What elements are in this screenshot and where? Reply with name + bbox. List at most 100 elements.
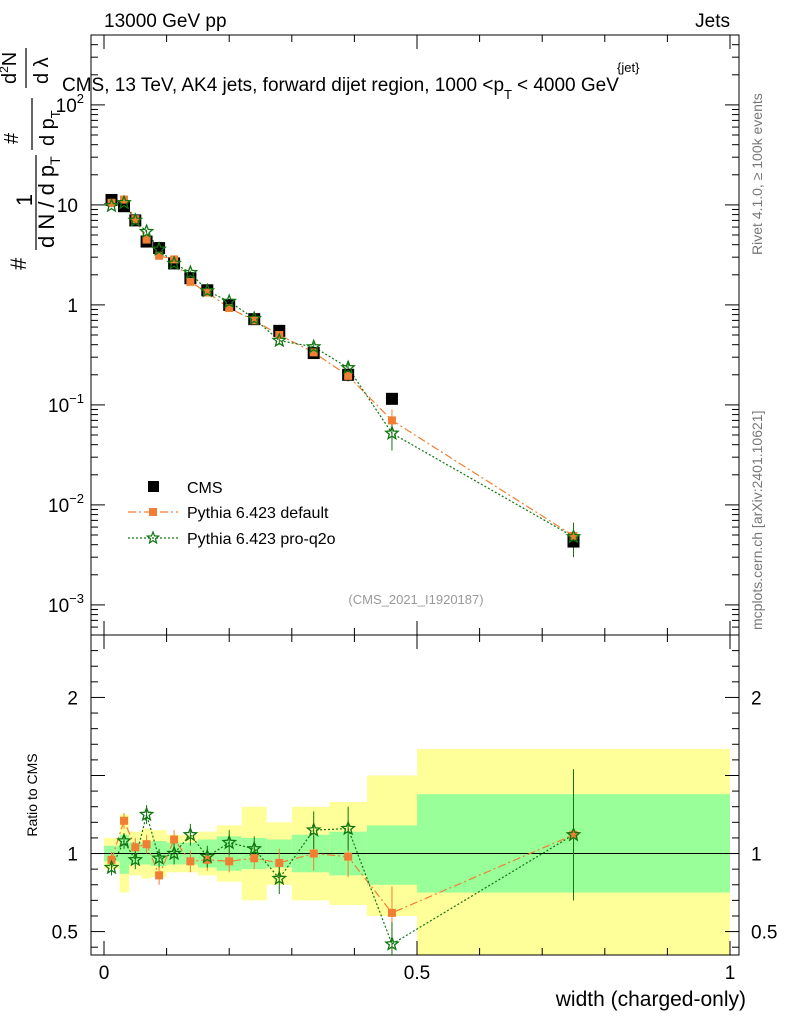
- default-ratio-point: [186, 857, 195, 866]
- proq2o-ratio-point: [565, 826, 582, 842]
- default-ratio-point: [250, 854, 259, 863]
- default-ratio-point: [131, 843, 140, 852]
- ratio-y-tick-label-left: 1: [67, 845, 78, 866]
- default-point: [225, 304, 234, 313]
- ratio-y-label: Ratio to CMS: [24, 753, 40, 836]
- default-ratio-point: [142, 840, 151, 849]
- proq2o-ratio-point: [127, 851, 144, 867]
- proq2o-ratio-point: [271, 870, 288, 886]
- ylabel-hash: #: [6, 257, 31, 270]
- default-ratio-point: [120, 816, 129, 825]
- ylabel-mid-num: d pT: [37, 110, 63, 146]
- ratio-y-tick-label-left: 0.5: [52, 923, 78, 944]
- proq2o-ratio-point: [199, 848, 216, 864]
- proq2o-point: [127, 212, 144, 228]
- proq2o-point: [103, 197, 120, 213]
- legend-label-proq2o: Pythia 6.423 pro-q2o: [187, 531, 336, 548]
- cms-point: [385, 392, 398, 405]
- ylabel-rhs-bottom: d λ: [31, 57, 53, 84]
- y-tick-label: 1: [67, 296, 78, 317]
- y-tick-label: 10−3: [48, 591, 84, 617]
- default-point: [203, 288, 212, 297]
- ylabel-rhs-top: d2N: [0, 52, 21, 84]
- analysis-tag: (CMS_2021_I1920187): [348, 592, 483, 607]
- ratio-y-tick-label-left: 2: [67, 688, 78, 709]
- legend-label-cms: CMS: [187, 480, 223, 497]
- proq2o-ratio-point: [116, 832, 132, 848]
- default-point: [155, 251, 164, 260]
- proq2o-ratio-point: [305, 821, 322, 837]
- ratio-uncertainty-bands: [104, 748, 730, 955]
- proq2o-ratio-point: [151, 849, 168, 865]
- proq2o-ratio-point: [138, 806, 155, 822]
- proq2o-point: [271, 332, 288, 348]
- y-tick-label: 102: [56, 91, 84, 117]
- legend: CMS Pythia 6.423 default Pythia 6.423 pr…: [128, 480, 336, 548]
- proq2o-ratio-point: [221, 834, 238, 850]
- x-axis-label: width (charged-only): [555, 988, 746, 1011]
- default-ratio-point: [387, 908, 396, 917]
- title-after: < 4000 GeV: [517, 75, 619, 96]
- default-point: [309, 348, 318, 357]
- x-tick-label: 0.5: [404, 963, 430, 984]
- rivet-label: Rivet 4.1.0, ≥ 100k events: [749, 93, 765, 255]
- default-ratio-point: [155, 871, 164, 880]
- band-inner-1: [119, 834, 130, 874]
- ylabel-denominator: d N / d pT: [34, 156, 63, 248]
- legend-label-default: Pythia 6.423 default: [187, 505, 329, 522]
- plot-title: CMS, 13 TeV, AK4 jets, forward dijet reg…: [62, 75, 619, 102]
- y-tick-label: 10−1: [48, 391, 84, 417]
- proq2o-point: [221, 293, 238, 309]
- axis-ticks: [91, 34, 739, 955]
- x-tick-label: 0: [99, 963, 110, 984]
- default-point: [387, 416, 396, 425]
- proq2o-point: [340, 359, 356, 375]
- proq2o-point: [116, 194, 132, 210]
- proq2o-point: [138, 223, 155, 239]
- default-ratio-point: [275, 858, 284, 867]
- legend-marker-proq2o: [145, 530, 161, 545]
- default-ratio-point: [170, 835, 179, 844]
- proq2o-ratio-point: [166, 845, 183, 861]
- y-axis-label: # 1 d N / d pT # d pT d2N d λ: [0, 48, 63, 270]
- default-point: [142, 235, 151, 244]
- ratio-y-tick-label-right: 1: [751, 845, 762, 866]
- default-point: [120, 195, 129, 204]
- ratio-line-proq2o: [110, 812, 574, 945]
- proq2o-point: [565, 528, 582, 544]
- ratio-y-tick-label-right: 2: [751, 688, 762, 709]
- proq2o-point: [166, 255, 182, 271]
- default-point: [569, 531, 578, 540]
- legend-marker-default: [149, 508, 157, 516]
- mcplots-label: mcplots.cern.ch [arXiv:2401.10621]: [749, 411, 765, 630]
- proq2o-ratio-point: [384, 935, 400, 951]
- proq2o-point: [384, 425, 400, 441]
- line-default: [111, 198, 574, 537]
- legend-marker-cms: [148, 481, 159, 492]
- y-tick-label: 10−2: [48, 491, 84, 517]
- proq2o-ratio-point: [103, 859, 120, 875]
- proq2o-point: [246, 310, 263, 326]
- default-ratio-point: [309, 849, 318, 858]
- default-point: [170, 255, 179, 264]
- default-point: [186, 277, 195, 286]
- proq2o-ratio-point: [246, 840, 263, 856]
- ratio-plot-frame: [90, 634, 740, 956]
- band-inner-13: [366, 825, 417, 885]
- title-superscript: {jet}: [617, 60, 640, 75]
- proq2o-point: [151, 241, 168, 256]
- proq2o-point: [199, 282, 216, 298]
- default-point: [107, 198, 116, 207]
- x-tick-label: 1: [725, 963, 736, 984]
- data-markers: [103, 193, 582, 951]
- default-ratio-point: [344, 852, 353, 861]
- y-tick-label: 10: [57, 196, 78, 217]
- default-point: [250, 316, 259, 325]
- ylabel-numerator: 1: [12, 194, 37, 206]
- proq2o-point: [305, 338, 322, 354]
- proq2o-ratio-point: [182, 826, 199, 842]
- proq2o-point: [182, 264, 199, 280]
- default-ratio-point: [225, 857, 234, 866]
- line-proq2o: [111, 202, 574, 538]
